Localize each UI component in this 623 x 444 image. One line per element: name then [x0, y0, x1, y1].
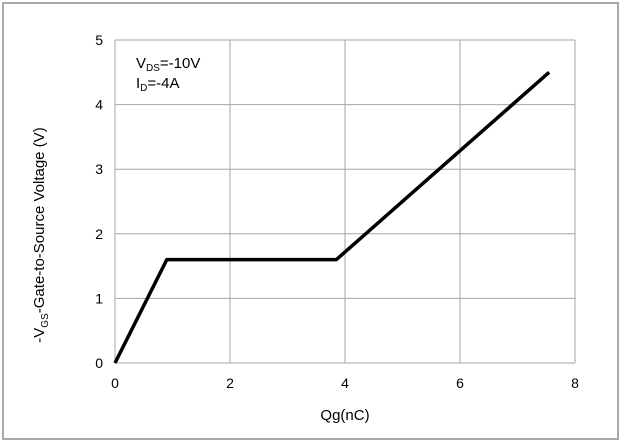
- y-tick-label: 2: [95, 226, 103, 242]
- annotation-vds-sub: DS: [146, 63, 160, 74]
- annotation-vds-main: V: [136, 55, 146, 72]
- annotation-id: ID=-4A: [136, 75, 180, 94]
- annotation-id-sub: D: [140, 83, 147, 94]
- series-line-0: [113, 70, 551, 364]
- x-tick-label: 0: [111, 375, 119, 391]
- y-tick-label: 4: [95, 97, 103, 113]
- annotation-vds: VDS=-10V: [136, 55, 200, 74]
- y-tick-label: 5: [95, 32, 103, 48]
- x-tick-label: 8: [571, 375, 579, 391]
- chart-frame: [2, 2, 619, 440]
- y-axis-title-subscript: GS: [40, 313, 51, 328]
- annotation-vds-rest: =-10V: [160, 55, 200, 72]
- y-axis-title-prefix: -V: [31, 328, 48, 343]
- y-tick-label: 0: [95, 355, 103, 371]
- annotation-id-main: I: [136, 75, 140, 92]
- x-tick-label: 4: [341, 375, 349, 391]
- x-axis-title: Qg(nC): [320, 407, 369, 424]
- y-tick-label: 1: [95, 290, 103, 306]
- y-axis-title-suffix: -Gate-to-Source Voltage (V): [31, 127, 48, 313]
- annotation-id-rest: =-4A: [147, 75, 179, 92]
- x-tick-label: 6: [456, 375, 464, 391]
- x-tick-label: 2: [226, 375, 234, 391]
- y-tick-label: 3: [95, 161, 103, 177]
- y-axis-title: -VGS-Gate-to-Source Voltage (V): [31, 127, 51, 342]
